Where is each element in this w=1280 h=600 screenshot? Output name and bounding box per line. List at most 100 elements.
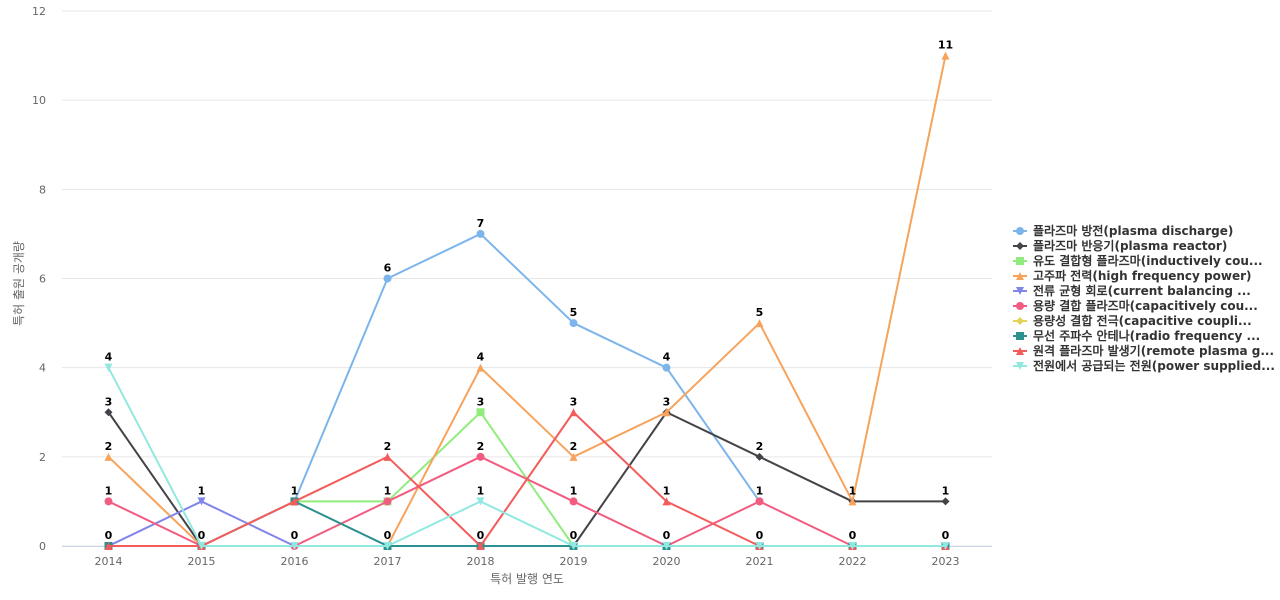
- data-label: 3: [105, 395, 113, 408]
- data-point: [569, 497, 578, 506]
- data-point: [476, 408, 485, 417]
- legend-marker: [1016, 362, 1024, 370]
- y-tick-label: 6: [39, 273, 46, 286]
- legend: 플라즈마 방전(plasma discharge)플라즈마 반응기(plasma…: [1013, 223, 1275, 373]
- data-point: [476, 229, 485, 238]
- x-axis-title: 특허 발행 연도: [490, 571, 564, 586]
- legend-item[interactable]: 전류 균형 회로(current balancing ...: [1013, 283, 1251, 298]
- data-point: [476, 542, 485, 550]
- series-line: [293, 232, 761, 502]
- data-label: 1: [291, 484, 299, 497]
- data-label: 0: [570, 529, 578, 542]
- legend-marker: [1016, 287, 1024, 295]
- data-point: [941, 51, 950, 60]
- data-point: [383, 452, 392, 461]
- data-label: 0: [198, 529, 206, 542]
- x-tick-label: 2021: [746, 555, 774, 568]
- data-label: 3: [477, 395, 485, 408]
- data-point: [755, 452, 764, 461]
- data-label: 1: [663, 484, 671, 497]
- legend-label: 용량성 결합 전극(capacitive coupli...: [1033, 313, 1252, 328]
- legend-item[interactable]: 용량 결합 플라즈마(capacitively cou...: [1013, 298, 1258, 313]
- data-label: 1: [477, 484, 485, 497]
- data-label: 4: [477, 351, 485, 364]
- legend-marker: [1016, 242, 1024, 250]
- data-point: [569, 408, 578, 417]
- legend-item[interactable]: 무선 주파수 안테나(radio frequency ...: [1013, 328, 1260, 343]
- series-line: [107, 55, 947, 547]
- data-label: 1: [849, 484, 857, 497]
- series-group: [104, 363, 950, 550]
- series-group: [104, 51, 950, 550]
- legend-item[interactable]: 유도 결합형 플라즈마(inductively cou...: [1013, 253, 1263, 268]
- data-point: [104, 542, 113, 550]
- legend-item[interactable]: 원격 플라즈마 발생기(remote plasma g...: [1013, 343, 1274, 358]
- grid: [62, 10, 992, 547]
- series-line: [107, 367, 946, 547]
- legend-item[interactable]: 플라즈마 반응기(plasma reactor): [1013, 238, 1227, 253]
- data-label: 1: [105, 484, 113, 497]
- y-tick-label: 12: [32, 5, 46, 18]
- series: [104, 51, 950, 550]
- legend-item[interactable]: 용량성 결합 전극(capacitive coupli...: [1013, 313, 1252, 328]
- data-point: [104, 363, 113, 372]
- data-point: [569, 452, 578, 461]
- data-label: 11: [938, 39, 953, 52]
- data-label: 4: [663, 351, 671, 364]
- legend-label: 고주파 전력(high frequency power): [1033, 268, 1252, 283]
- data-point: [476, 452, 485, 461]
- y-tick-label: 10: [32, 94, 46, 107]
- data-label: 1: [756, 484, 764, 497]
- data-label: 3: [570, 395, 578, 408]
- legend-item[interactable]: 플라즈마 방전(plasma discharge): [1013, 223, 1233, 238]
- data-label: 0: [849, 529, 857, 542]
- legend-item[interactable]: 전원에서 공급되는 전원(power supplied...: [1013, 358, 1275, 373]
- data-label: 4: [105, 351, 113, 364]
- data-point: [662, 408, 671, 417]
- data-point: [104, 408, 113, 417]
- data-point: [662, 497, 671, 506]
- legend-label: 무선 주파수 안테나(radio frequency ...: [1033, 328, 1260, 343]
- data-point: [104, 452, 113, 461]
- legend-marker: [1016, 257, 1024, 265]
- legend-label: 플라즈마 반응기(plasma reactor): [1033, 238, 1227, 253]
- data-label: 2: [105, 440, 113, 453]
- legend-label: 전원에서 공급되는 전원(power supplied...: [1033, 358, 1275, 373]
- data-point: [383, 274, 392, 283]
- y-tick-label: 4: [39, 362, 46, 375]
- data-label: 1: [384, 484, 392, 497]
- data-label: 2: [477, 440, 485, 453]
- y-tick-label: 0: [39, 540, 46, 553]
- data-point: [290, 497, 299, 506]
- data-point: [941, 497, 950, 506]
- data-point: [848, 542, 857, 550]
- data-label: 0: [105, 529, 113, 542]
- data-label: 0: [663, 529, 671, 542]
- x-tick-label: 2016: [281, 555, 309, 568]
- data-point: [662, 363, 671, 372]
- data-label: 0: [384, 529, 392, 542]
- data-point: [755, 497, 764, 506]
- series-group: [290, 229, 764, 506]
- data-point: [569, 542, 578, 550]
- x-tick-label: 2014: [95, 555, 123, 568]
- data-label: 0: [291, 529, 299, 542]
- data-point: [197, 497, 206, 506]
- data-label: 1: [942, 484, 950, 497]
- data-point: [383, 497, 392, 506]
- y-tick-label: 8: [39, 183, 46, 196]
- data-label: 0: [756, 529, 764, 542]
- x-tick-label: 2020: [653, 555, 681, 568]
- x-tick-label: 2015: [188, 555, 216, 568]
- data-point: [941, 542, 950, 550]
- data-point: [662, 542, 671, 550]
- x-tick-label: 2019: [560, 555, 588, 568]
- legend-marker: [1016, 227, 1024, 235]
- data-label: 1: [570, 484, 578, 497]
- legend-item[interactable]: 고주파 전력(high frequency power): [1013, 268, 1252, 283]
- data-label: 1: [198, 484, 206, 497]
- legend-label: 유도 결합형 플라즈마(inductively cou...: [1033, 253, 1263, 268]
